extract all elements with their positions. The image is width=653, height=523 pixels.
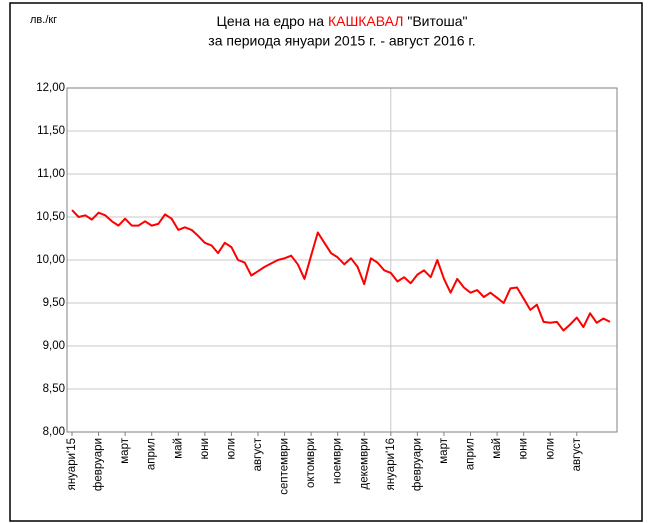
x-tick-label: юли [544,438,556,460]
y-tick-label: 9,00 [43,340,65,352]
x-tick-label: юни [518,438,530,459]
x-tick-label: май [491,438,503,459]
chart-frame [9,2,643,522]
chart-subtitle: за периода януари 2015 г. - август 2016 … [208,33,475,49]
x-tick-label: август [252,437,264,471]
x-tick-label: октомври [305,438,317,488]
y-tick-label: 11,50 [37,125,65,137]
y-tick-label: 10,00 [36,254,65,266]
data-line [71,209,611,332]
y-tick-label: 10,50 [36,211,65,223]
x-tick-label: януари'15 [66,438,78,490]
y-tick-label: 8,00 [43,426,65,438]
chart-title: Цена на едро на КАШКАВАЛ "Витоша" [216,13,467,29]
x-tick-label: май [172,438,184,459]
y-tick-label: 11,00 [37,168,65,180]
y-tick-label: 8,50 [43,383,65,395]
x-tick-label: ноември [332,438,344,484]
x-tick-label: юли [225,438,237,460]
x-tick-label: март [438,437,450,463]
title-prefix: Цена на едро на [216,13,324,29]
y-tick-label: 9,50 [43,297,65,309]
x-tick-label: юни [199,438,211,459]
x-tick-label: февруари [411,438,423,491]
y-tick-label: 12,00 [36,82,65,94]
x-tick-label: януари'16 [385,438,397,490]
title-highlight: КАШКАВАЛ [328,13,404,29]
x-tick-label: септември [279,438,291,495]
unit-label: лв./кг [30,14,57,26]
x-tick-label: февруари [93,438,105,491]
title-suffix: "Витоша" [407,13,467,29]
x-tick-label: април [146,438,158,470]
x-tick-label: август [571,437,583,471]
plot-area [66,87,618,433]
x-tick-label: декември [358,438,370,490]
x-tick-label: април [465,438,477,470]
x-tick-label: март [119,437,131,463]
